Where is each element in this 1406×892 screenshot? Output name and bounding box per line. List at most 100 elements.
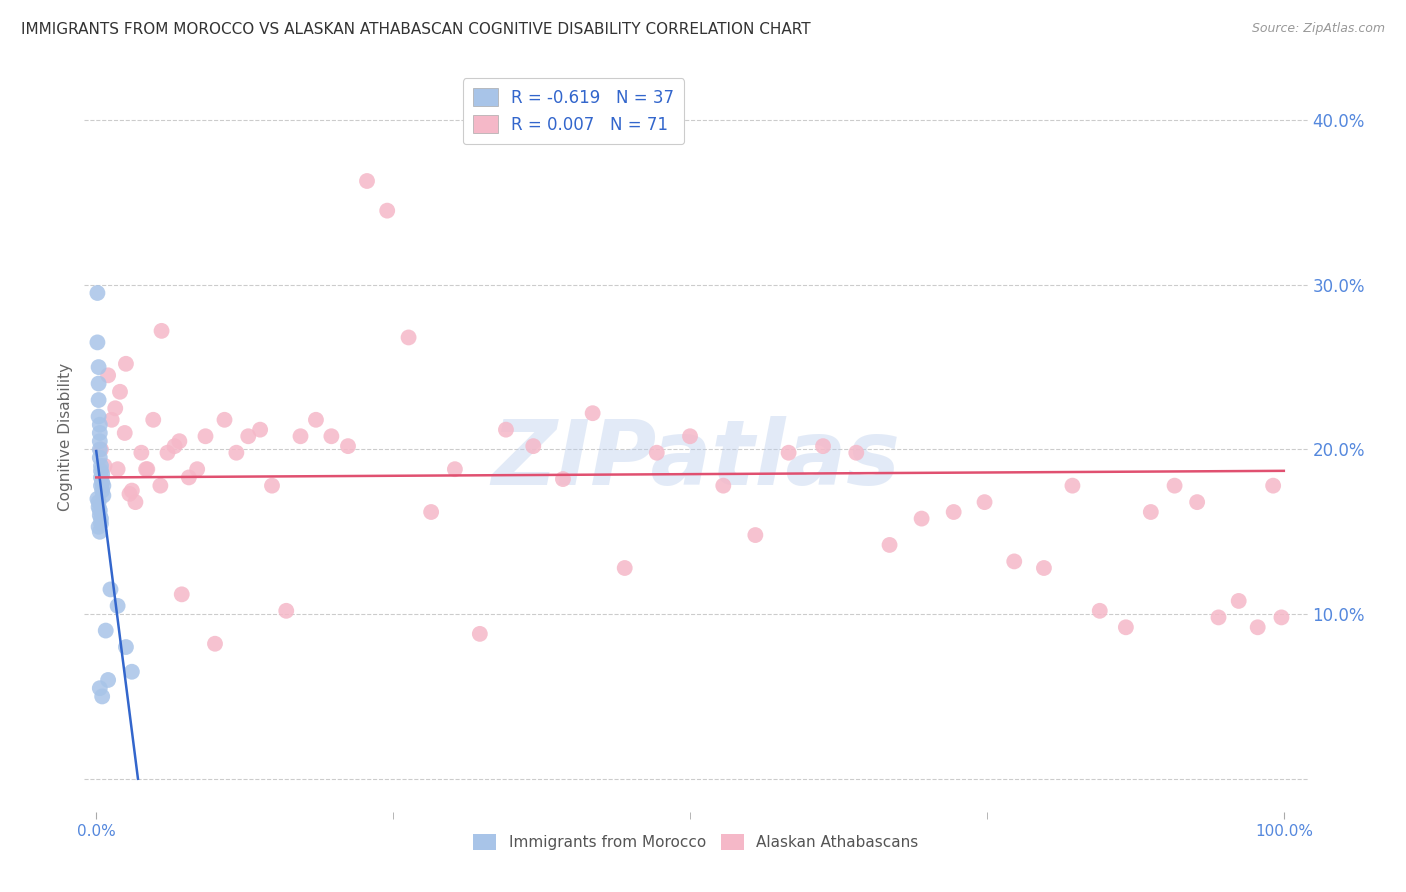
Point — [86, 285, 108, 300]
Point — [86, 335, 108, 350]
Point — [973, 495, 995, 509]
Point — [910, 511, 932, 525]
Point — [444, 462, 467, 476]
Point — [495, 423, 517, 437]
Point — [214, 413, 236, 427]
Point — [260, 478, 283, 492]
Point — [124, 495, 146, 509]
Point — [1185, 495, 1208, 509]
Point — [290, 429, 312, 443]
Point — [645, 446, 668, 460]
Point — [551, 472, 574, 486]
Point — [90, 511, 112, 525]
Point — [87, 500, 110, 514]
Point — [114, 425, 136, 440]
Point — [249, 423, 271, 437]
Point — [1163, 478, 1185, 492]
Point — [89, 508, 111, 523]
Point — [90, 458, 112, 473]
Point — [89, 417, 111, 432]
Point — [93, 458, 115, 473]
Point — [194, 429, 217, 443]
Point — [121, 483, 143, 498]
Point — [1227, 594, 1250, 608]
Text: ZIPatlas: ZIPatlas — [492, 416, 900, 504]
Point — [522, 439, 544, 453]
Point — [136, 462, 159, 476]
Point — [97, 673, 120, 687]
Point — [104, 401, 127, 416]
Point — [87, 495, 110, 509]
Point — [225, 446, 247, 460]
Point — [156, 446, 179, 460]
Point — [1115, 620, 1137, 634]
Point — [90, 442, 112, 457]
Point — [91, 483, 114, 498]
Point — [89, 434, 111, 449]
Point — [811, 439, 834, 453]
Point — [87, 376, 110, 391]
Point — [879, 538, 901, 552]
Point — [1140, 505, 1163, 519]
Point — [582, 406, 605, 420]
Point — [91, 690, 114, 704]
Point — [115, 640, 138, 654]
Point — [97, 368, 120, 383]
Point — [177, 470, 200, 484]
Point — [468, 627, 491, 641]
Point — [131, 446, 153, 460]
Point — [89, 442, 111, 457]
Point — [107, 462, 129, 476]
Point — [1088, 604, 1111, 618]
Point — [118, 487, 141, 501]
Point — [170, 587, 193, 601]
Text: Source: ZipAtlas.com: Source: ZipAtlas.com — [1251, 22, 1385, 36]
Point — [1208, 610, 1230, 624]
Point — [115, 357, 138, 371]
Point — [150, 324, 173, 338]
Point — [87, 392, 110, 407]
Point — [1062, 478, 1084, 492]
Point — [744, 528, 766, 542]
Point — [100, 582, 122, 597]
Point — [420, 505, 443, 519]
Point — [89, 425, 111, 440]
Point — [90, 470, 112, 484]
Legend: Immigrants from Morocco, Alaskan Athabascans: Immigrants from Morocco, Alaskan Athabas… — [467, 828, 925, 856]
Point — [142, 413, 165, 427]
Point — [321, 429, 343, 443]
Point — [135, 462, 157, 476]
Point — [93, 489, 115, 503]
Point — [238, 429, 260, 443]
Point — [90, 478, 112, 492]
Point — [398, 330, 420, 344]
Point — [100, 413, 122, 427]
Point — [1247, 620, 1270, 634]
Point — [87, 409, 110, 424]
Point — [149, 478, 172, 492]
Point — [89, 450, 111, 465]
Point — [94, 624, 117, 638]
Point — [711, 478, 734, 492]
Point — [356, 174, 378, 188]
Point — [89, 681, 111, 696]
Point — [91, 475, 114, 490]
Point — [90, 516, 112, 531]
Point — [108, 384, 131, 399]
Point — [186, 462, 208, 476]
Point — [613, 561, 636, 575]
Point — [89, 503, 111, 517]
Point — [91, 467, 114, 482]
Point — [1263, 478, 1285, 492]
Point — [87, 360, 110, 375]
Point — [121, 665, 143, 679]
Point — [163, 439, 186, 453]
Point — [1002, 554, 1025, 568]
Point — [778, 446, 800, 460]
Point — [276, 604, 298, 618]
Point — [305, 413, 328, 427]
Point — [1032, 561, 1054, 575]
Point — [845, 446, 868, 460]
Text: IMMIGRANTS FROM MOROCCO VS ALASKAN ATHABASCAN COGNITIVE DISABILITY CORRELATION C: IMMIGRANTS FROM MOROCCO VS ALASKAN ATHAB… — [21, 22, 811, 37]
Point — [87, 520, 110, 534]
